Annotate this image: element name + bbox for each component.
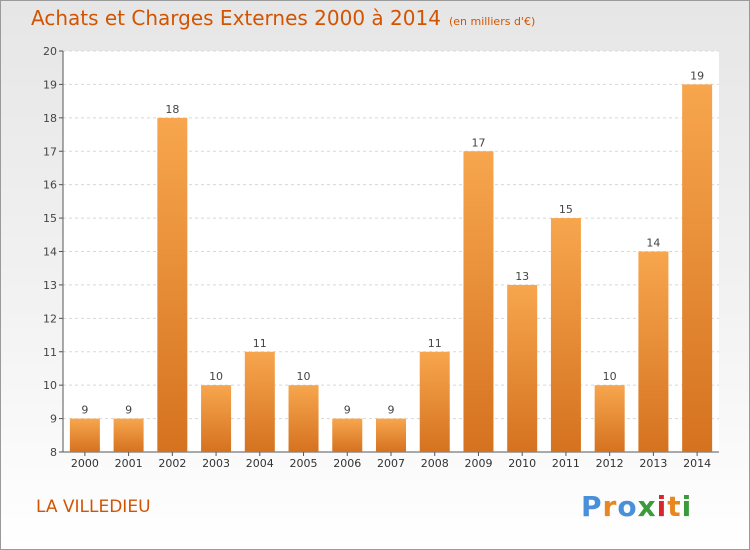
x-tick-label: 2000 [71,457,99,470]
bar [682,84,713,453]
bar [113,418,144,452]
logo-letter: r [602,490,618,523]
bar [594,385,625,452]
bar [507,284,538,452]
y-tick-label: 20 [43,45,57,58]
y-tick-label: 10 [43,379,57,392]
logo-letter: x [637,490,657,523]
x-tick-label: 2011 [552,457,580,470]
data-label: 17 [471,136,485,149]
data-label: 11 [428,337,442,350]
data-label: 13 [515,270,529,283]
bar [463,151,494,452]
x-tick-label: 2003 [202,457,230,470]
x-tick-label: 2009 [464,457,492,470]
bar [244,351,275,452]
chart-title: Achats et Charges Externes 2000 à 2014 (e… [31,6,535,30]
x-tick-label: 2002 [158,457,186,470]
data-label: 10 [297,370,311,383]
x-tick-label: 2004 [246,457,274,470]
x-tick-label: 2001 [115,457,143,470]
data-label: 10 [209,370,223,383]
proxiti-logo: Proxiti [581,490,692,523]
y-tick-label: 13 [43,279,57,292]
x-tick-label: 2010 [508,457,536,470]
bar [638,251,669,452]
bar [332,418,363,452]
x-tick-label: 2007 [377,457,405,470]
unit-label: (en milliers d'€) [448,15,536,28]
x-tick-label: 2013 [639,457,667,470]
y-tick-label: 17 [43,145,57,158]
y-tick-label: 8 [50,446,57,459]
data-label: 9 [344,404,351,417]
bar [550,218,581,452]
title-text: Achats et Charges Externes 2000 à 2014 [31,6,441,30]
y-tick-label: 11 [43,346,57,359]
data-label: 9 [81,404,88,417]
x-tick-label: 2006 [333,457,361,470]
logo-letter: t [667,490,682,523]
bar [201,385,232,452]
y-tick-label: 16 [43,179,57,192]
data-label: 14 [646,237,660,250]
logo-letter: i [681,490,693,523]
bar-chart: 8 9 10 11 12 13 14 15 16 17 18 19 20 9 2000 9 2001 18 2002… [43,45,719,470]
commune-name: LA VILLEDIEU [36,497,151,517]
y-tick-label: 9 [50,413,57,426]
x-tick-label: 2012 [596,457,624,470]
y-tick-label: 19 [43,78,57,91]
data-label: 9 [125,404,132,417]
logo-letter: P [581,490,603,523]
y-tick-label: 18 [43,112,57,125]
data-label: 11 [253,337,267,350]
bar [69,418,100,452]
data-label: 9 [388,404,395,417]
bar [157,117,188,452]
x-tick-label: 2014 [683,457,711,470]
bar [419,351,450,452]
y-tick-label: 14 [43,246,57,259]
x-tick-label: 2005 [290,457,318,470]
bar [288,385,319,452]
logo-letter: o [617,490,638,523]
data-label: 18 [165,103,179,116]
data-label: 19 [690,69,704,82]
logo-letter: i [656,490,668,523]
x-tick-label: 2008 [421,457,449,470]
data-label: 10 [603,370,617,383]
y-tick-label: 15 [43,212,57,225]
data-label: 15 [559,203,573,216]
y-tick-label: 12 [43,312,57,325]
bar [376,418,406,452]
